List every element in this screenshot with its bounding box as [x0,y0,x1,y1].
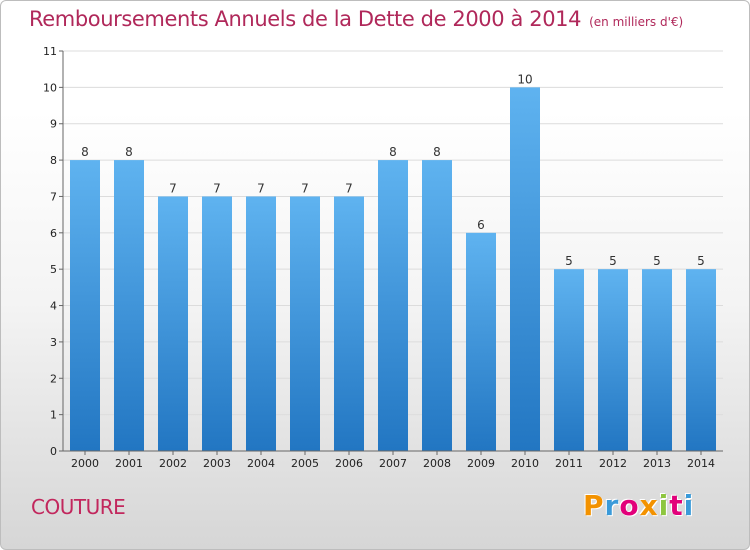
logo-letter: x [639,489,659,522]
x-tick-label: 2007 [379,457,407,470]
y-tick-label: 4 [50,300,57,313]
bar [114,160,144,451]
x-tick-label: 2008 [423,457,451,470]
y-tick-label: 7 [50,190,57,203]
bar [554,269,584,451]
logo-letter: i [683,489,695,522]
logo-letter: o [619,489,640,522]
bar [202,196,232,451]
bar-value-label: 5 [609,254,617,268]
x-tick-label: 2005 [291,457,319,470]
axes: 0 1 2 3 4 5 6 7 8 9 10 11 2000 2001 2002 2003 2004 2005 20… [43,45,723,470]
bar-value-label: 8 [389,145,397,159]
y-tick-label: 6 [50,227,57,240]
x-tick-label: 2014 [687,457,715,470]
x-tick-label: 2010 [511,457,539,470]
bar [598,269,628,451]
y-tick-label: 11 [43,45,57,58]
bar-value-label: 6 [477,218,485,232]
logo-letter: P [583,489,605,522]
bar-value-label: 8 [125,145,133,159]
x-tick-label: 2013 [643,457,671,470]
y-tick-label: 1 [50,409,57,422]
chart-title-text: Remboursements Annuels de la Dette de 20… [29,7,582,31]
bar [158,196,188,451]
bar-value-label: 10 [517,72,532,86]
y-tick-label: 3 [50,336,57,349]
bar-value-label: 8 [433,145,441,159]
y-tick-label: 5 [50,263,57,276]
chart-title: Remboursements Annuels de la Dette de 20… [29,7,683,31]
bars: 8 8 7 7 7 7 7 8 8 6 10 5 5 5 5 [70,72,716,451]
bar-value-label: 5 [565,254,573,268]
bar-value-label: 7 [257,181,265,195]
y-tick-label: 2 [50,372,57,385]
bar [642,269,672,451]
logo-letter: i [658,489,670,522]
bar [290,196,320,451]
y-tick-label: 8 [50,154,57,167]
x-tick-label: 2012 [599,457,627,470]
bar [334,196,364,451]
bar-value-label: 5 [697,254,705,268]
bar-value-label: 7 [345,181,353,195]
bar [246,196,276,451]
bar-value-label: 8 [81,145,89,159]
x-tick-label: 2002 [159,457,187,470]
x-tick-label: 2003 [203,457,231,470]
x-tick-label: 2004 [247,457,275,470]
bar [510,87,540,451]
x-tick-label: 2001 [115,457,143,470]
y-tick-label: 10 [43,81,57,94]
bar [422,160,452,451]
bar-value-label: 5 [653,254,661,268]
x-tick-label: 2000 [71,457,99,470]
logo-letter: r [604,489,620,522]
bar-value-label: 7 [169,181,177,195]
proxiti-logo: Proxiti [583,489,694,522]
y-tick-label: 9 [50,118,57,131]
bar [466,232,496,451]
x-tick-label: 2011 [555,457,583,470]
bar [378,160,408,451]
logo-letter: t [669,489,684,522]
y-tick-label: 0 [50,445,57,458]
bar [686,269,716,451]
bar [70,160,100,451]
place-name: COUTURE [31,495,126,519]
bar-value-label: 7 [213,181,221,195]
chart-unit: (en milliers d'€) [589,15,684,29]
bar-value-label: 7 [301,181,309,195]
x-tick-label: 2009 [467,457,495,470]
x-tick-label: 2006 [335,457,363,470]
